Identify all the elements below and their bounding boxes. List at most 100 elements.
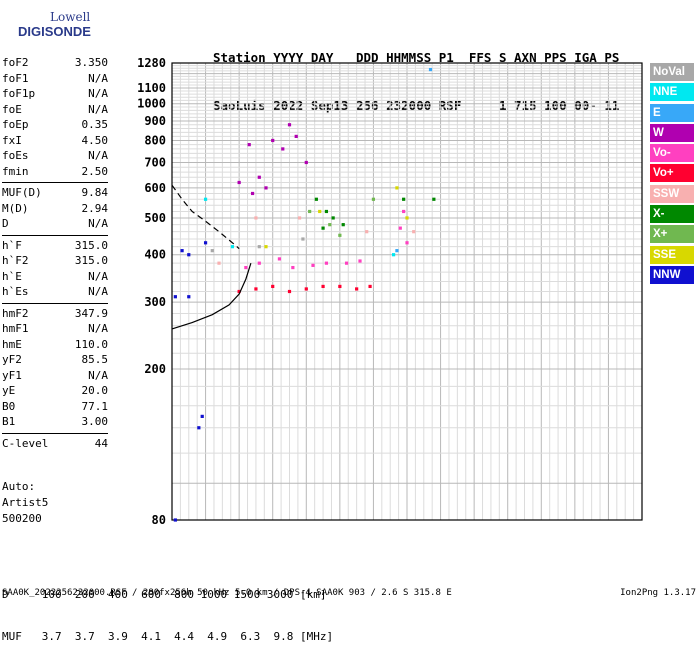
y-tick-label: 900: [144, 114, 166, 128]
param-value: 110.0: [74, 337, 108, 351]
param-name: hmF2: [2, 306, 29, 320]
param-value: N/A: [88, 269, 108, 283]
data-point: [405, 216, 409, 220]
y-tick-label: 800: [144, 133, 166, 147]
data-point: [318, 209, 322, 214]
legend-item: SSE: [650, 245, 694, 264]
param-value: 347.9: [74, 306, 108, 320]
param-row: B0 77.1: [2, 400, 108, 416]
param-name: M(D): [2, 201, 29, 215]
legend-item: W: [650, 123, 694, 142]
series-x-: [314, 197, 436, 230]
param-value: N/A: [88, 71, 108, 85]
data-point: [341, 223, 345, 227]
data-point: [203, 241, 208, 245]
param-name: foEs: [2, 149, 29, 162]
param-name: h`F: [2, 238, 22, 252]
param-value: 315.0: [74, 254, 108, 267]
data-point: [412, 230, 416, 234]
param-row: foF1 N/A: [2, 72, 108, 88]
header-line1: Station YYYY DAY DDD HHMMSS P1 FFS S AXN…: [213, 50, 620, 65]
series-vo-: [244, 209, 409, 270]
x-tick-label: 12: [534, 528, 548, 530]
param-name: foE: [2, 102, 22, 116]
auto-algorithm: Artist5: [2, 496, 49, 509]
param-row: hmE 110.0: [2, 338, 108, 354]
data-point: [338, 284, 342, 289]
data-point: [432, 197, 436, 201]
separator: [2, 432, 108, 434]
y-tick-label: 1280: [137, 56, 166, 70]
param-row: C-level 44: [2, 437, 108, 453]
param-value: 44: [94, 436, 108, 450]
data-point: [331, 216, 335, 220]
data-point: [324, 261, 329, 265]
param-value: N/A: [88, 149, 108, 162]
param-row: h`F 315.0: [2, 239, 108, 255]
series-w: [237, 123, 308, 196]
data-point: [321, 226, 325, 230]
logo-line1: Lowell: [50, 10, 91, 24]
y-tick-label: 200: [144, 362, 166, 376]
data-point: [187, 295, 191, 299]
x-tick-label: 9: [437, 528, 444, 530]
param-value: 315.0: [74, 238, 108, 252]
data-point: [402, 197, 406, 201]
param-name: foEp: [2, 118, 29, 131]
data-point: [428, 67, 433, 72]
x-tick-label: 7: [370, 528, 377, 530]
param-row: yE 20.0: [2, 384, 108, 400]
data-point: [358, 259, 362, 263]
data-point: [287, 289, 292, 294]
data-point: [297, 216, 302, 220]
data-point: [371, 197, 376, 201]
plot-frame: [171, 62, 643, 521]
y-tick-label: 1100: [137, 81, 166, 95]
data-points: [173, 67, 436, 522]
param-value: N/A: [88, 87, 108, 100]
data-point: [287, 123, 292, 127]
data-point: [311, 263, 315, 267]
series-e: [395, 67, 433, 253]
data-point: [355, 287, 359, 291]
x-tick-label: 6: [336, 528, 343, 530]
data-point: [257, 175, 261, 179]
distance-row: D 100 200 400 600 800 1000 1500 3000 [km…: [2, 588, 327, 601]
y-tick-label: 600: [144, 181, 166, 195]
data-point: [391, 253, 396, 257]
param-name: C-level: [2, 436, 49, 450]
x-tick-label: 15: [635, 528, 649, 530]
param-value: N/A: [88, 368, 108, 382]
x-tick-label: 14: [601, 528, 615, 530]
param-row: foF1p N/A: [2, 87, 108, 103]
param-name: D: [2, 217, 9, 230]
param-name: foF1p: [2, 87, 36, 100]
ionogram-chart: 1234567891011121314158020030040050060070…: [137, 56, 649, 530]
separator: [2, 302, 108, 304]
param-name: fmin: [2, 164, 29, 178]
data-point: [304, 160, 308, 165]
data-point: [328, 223, 332, 227]
param-row: yF1 N/A: [2, 369, 108, 385]
auto-label: Auto:: [2, 480, 36, 493]
separator: [2, 182, 108, 183]
x-tick-label: 4: [269, 528, 276, 530]
param-row: B1 3.00: [2, 415, 108, 431]
param-row: foEp 0.35: [2, 118, 108, 134]
data-point: [395, 249, 399, 253]
param-value: N/A: [88, 217, 108, 230]
legend-item: NNW: [650, 265, 694, 284]
legend-item: Vo-: [650, 144, 694, 163]
profile-solid-line: [171, 262, 252, 330]
data-point: [304, 287, 308, 291]
param-value: 3.00: [81, 415, 109, 428]
param-value: 2.94: [81, 201, 109, 215]
param-row: h`E N/A: [2, 270, 108, 286]
data-point: [203, 197, 208, 201]
legend: NoVal NNE E W Vo- Vo+ SSW X- X+ SSE NNW: [650, 63, 694, 286]
data-point: [244, 265, 248, 270]
data-point: [294, 134, 298, 138]
data-point: [368, 284, 372, 289]
param-name: yE: [2, 384, 16, 397]
data-point: [237, 180, 241, 185]
